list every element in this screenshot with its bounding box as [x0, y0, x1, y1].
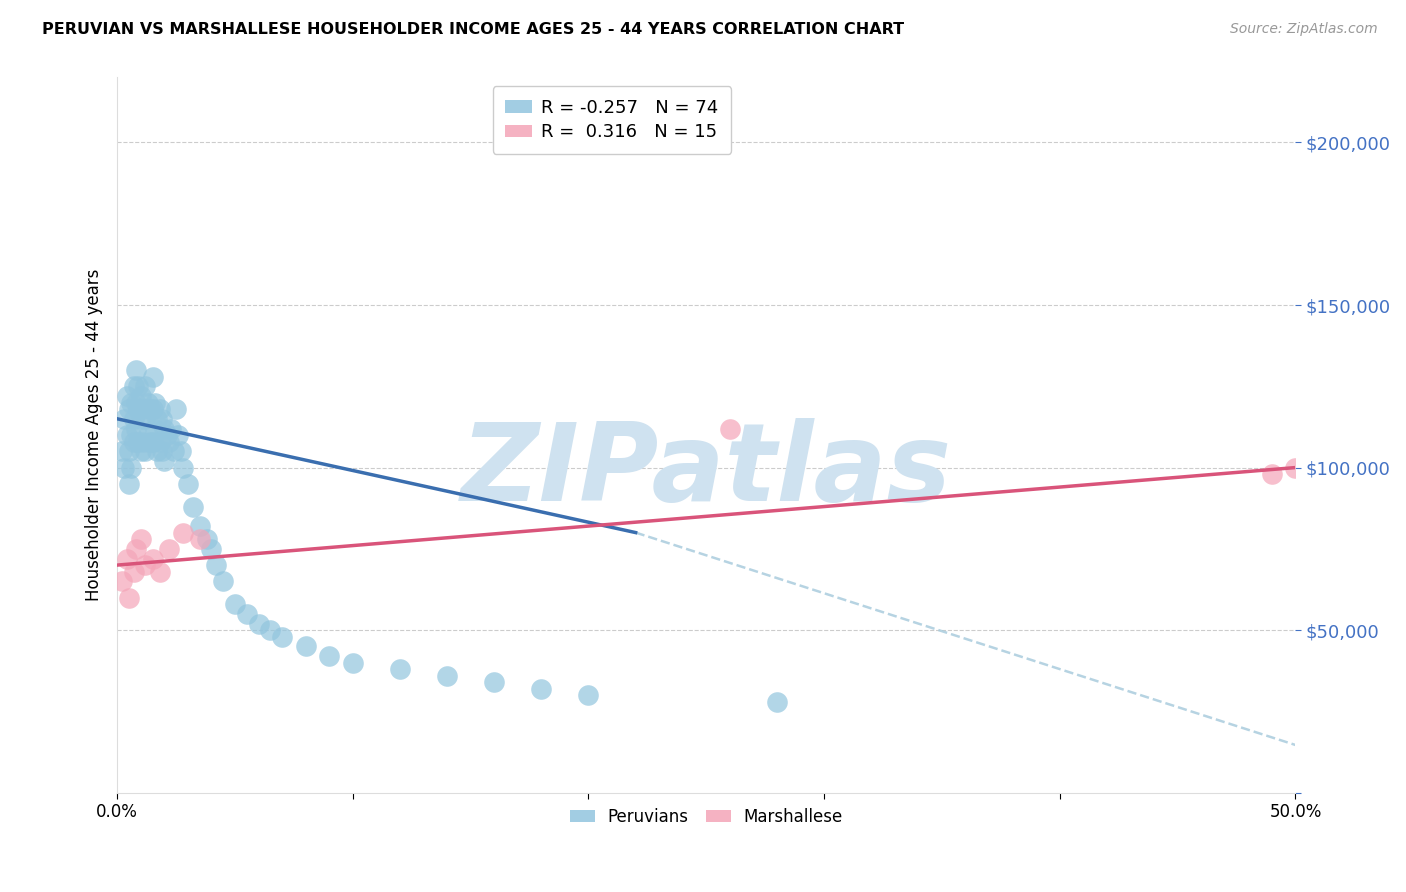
Point [156, 428, 179, 442]
Point [132, 402, 155, 417]
Point [160, 421, 183, 435]
Point [271, 630, 294, 644]
Point [177, 476, 200, 491]
Point [224, 597, 246, 611]
Point [129, 444, 152, 458]
Point [122, 379, 145, 393]
Point [134, 411, 156, 425]
Point [122, 565, 145, 579]
Point [484, 675, 506, 690]
Point [1261, 467, 1284, 481]
Point [115, 428, 138, 442]
Point [118, 402, 141, 417]
Point [112, 460, 135, 475]
Point [125, 541, 148, 556]
Point [112, 411, 135, 425]
Point [150, 411, 173, 425]
Point [129, 411, 152, 425]
Point [111, 444, 134, 458]
Point [146, 444, 169, 458]
Point [205, 558, 228, 573]
Point [141, 402, 163, 417]
Text: PERUVIAN VS MARSHALLESE HOUSEHOLDER INCOME AGES 25 - 44 YEARS CORRELATION CHART: PERUVIAN VS MARSHALLESE HOUSEHOLDER INCO… [42, 22, 904, 37]
Point [388, 662, 411, 676]
Point [172, 525, 194, 540]
Point [139, 434, 162, 449]
Point [125, 421, 148, 435]
Point [149, 565, 172, 579]
Point [530, 681, 553, 696]
Point [718, 421, 741, 435]
Point [436, 668, 458, 682]
Point [134, 379, 156, 393]
Point [188, 519, 211, 533]
Text: ZIPatlas: ZIPatlas [461, 417, 952, 524]
Point [236, 607, 259, 621]
Y-axis label: Householder Income Ages 25 - 44 years: Householder Income Ages 25 - 44 years [86, 268, 103, 601]
Text: Source: ZipAtlas.com: Source: ZipAtlas.com [1230, 22, 1378, 37]
Point [318, 649, 340, 664]
Point [165, 402, 187, 417]
Point [1284, 460, 1306, 475]
Legend: Peruvians, Marshallese: Peruvians, Marshallese [561, 800, 852, 834]
Point [172, 460, 194, 475]
Point [143, 395, 166, 409]
Point [122, 434, 145, 449]
Point [578, 688, 600, 702]
Point [167, 428, 190, 442]
Point [136, 395, 159, 409]
Point [766, 695, 789, 709]
Point [157, 541, 180, 556]
Point [247, 616, 270, 631]
Point [212, 574, 235, 589]
Point [163, 444, 186, 458]
Point [120, 428, 142, 442]
Point [149, 402, 172, 417]
Point [132, 434, 155, 449]
Point [120, 460, 142, 475]
Point [141, 551, 163, 566]
Point [125, 363, 148, 377]
Point [143, 421, 166, 435]
Point [129, 389, 152, 403]
Point [118, 444, 141, 458]
Point [134, 444, 156, 458]
Point [141, 434, 163, 449]
Point [115, 389, 138, 403]
Point [136, 428, 159, 442]
Point [118, 591, 141, 605]
Point [153, 421, 176, 435]
Point [170, 444, 193, 458]
Point [141, 369, 163, 384]
Point [150, 444, 173, 458]
Point [157, 434, 180, 449]
Point [259, 623, 281, 637]
Point [134, 558, 156, 573]
Point [149, 434, 172, 449]
Point [195, 532, 218, 546]
Point [111, 574, 134, 589]
Point [146, 411, 169, 425]
Point [122, 411, 145, 425]
Point [200, 541, 222, 556]
Point [181, 500, 204, 514]
Point [127, 402, 149, 417]
Point [294, 640, 316, 654]
Point [342, 656, 364, 670]
Point [115, 551, 138, 566]
Point [139, 402, 162, 417]
Point [127, 379, 149, 393]
Point [129, 532, 152, 546]
Point [125, 395, 148, 409]
Point [153, 454, 176, 468]
Point [127, 434, 149, 449]
Point [188, 532, 211, 546]
Point [120, 395, 142, 409]
Point [118, 476, 141, 491]
